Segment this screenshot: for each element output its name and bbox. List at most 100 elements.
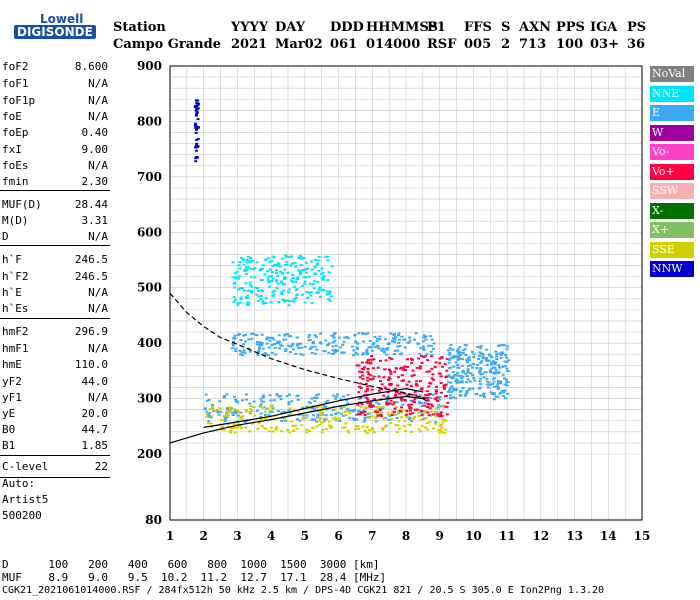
echo-point-1 [262,427,266,430]
echo-point-4 [284,299,288,302]
echo-point-5 [455,381,459,384]
echo-point-4 [304,276,308,279]
echo-point-2 [445,358,449,361]
echo-point-5 [505,381,509,384]
echo-point-2 [420,414,424,417]
echo-point-0 [310,397,314,400]
echo-point-2 [426,402,430,405]
echo-point-1 [330,425,334,428]
x-tick-label: 7 [368,529,376,543]
echo-point-4 [283,268,287,271]
echo-point-5 [478,380,482,383]
echo-point-3 [414,332,418,335]
echo-point-1 [210,414,214,417]
echo-point-5 [450,391,454,394]
echo-point-1 [439,429,443,432]
echo-point-4 [300,256,304,259]
profile-curves [169,292,427,444]
echo-point-4 [246,289,250,292]
echo-point-0 [240,399,244,402]
echo-point-4 [326,255,330,258]
echo-point-3 [248,350,252,353]
echo-point-4 [257,295,261,298]
echo-point-4 [325,290,329,293]
echo-point-1 [232,426,236,429]
echo-point-1 [325,428,329,431]
echo-point-2 [357,385,361,388]
echo-point-1 [267,430,271,433]
echo-point-5 [454,355,458,358]
echo-point-0 [310,418,314,421]
echo-point-4 [282,289,286,292]
echo-point-0 [346,402,350,405]
echo-point-2 [364,382,368,385]
echo-point-3 [408,336,412,339]
echo-point-5 [456,350,460,353]
echo-point-2 [370,358,374,361]
echo-point-1 [347,431,351,434]
echo-point-2 [446,401,450,404]
echo-point-4 [234,276,238,279]
echo-point-4 [300,284,304,287]
header-col-8: AXN [519,20,552,35]
echo-point-4 [234,277,238,280]
echo-point-1 [359,405,363,408]
echo-point-0 [317,393,321,396]
echo-point-3 [236,333,240,336]
echo-point-4 [289,279,293,282]
echo-point-4 [268,275,272,278]
echo-point-2 [408,413,412,416]
echo-point-5 [481,372,485,375]
echo-point-2 [424,355,428,358]
echo-point-1 [292,408,296,411]
echo-point-0 [223,420,227,423]
echo-point-5 [476,357,480,360]
echo-point-4 [321,289,325,292]
echo-point-3 [318,341,322,344]
echo-point-2 [438,362,442,365]
header-col-4: HHMMSS [366,20,438,35]
echo-point-1 [315,406,319,409]
echo-point-0 [322,418,326,421]
echo-point-4 [292,298,296,301]
echo-point-1 [325,417,329,420]
echo-point-6 [196,103,200,106]
echo-point-2 [393,387,397,390]
echo-point-1 [346,429,350,432]
echo-point-4 [251,268,255,271]
echo-point-4 [266,270,270,273]
param-label: B1 [2,439,16,452]
echo-point-0 [217,413,221,416]
profile-curve-0 [169,395,427,444]
echo-point-3 [392,341,396,344]
echo-point-4 [268,285,272,288]
echo-point-1 [367,429,371,432]
echo-point-0 [209,416,213,419]
echo-point-1 [381,428,385,431]
echo-point-4 [330,265,334,268]
echo-point-4 [303,280,307,283]
echo-point-5 [472,356,476,359]
echo-point-4 [256,287,260,290]
echo-point-1 [379,412,383,415]
echo-point-4 [279,265,283,268]
echo-point-3 [231,343,235,346]
echo-point-3 [383,338,387,341]
x-tick-label: 4 [267,529,275,543]
echo-point-5 [461,387,465,390]
echo-point-3 [262,353,266,356]
echo-point-4 [286,291,290,294]
echo-point-1 [396,412,400,415]
echo-point-1 [372,431,376,434]
echo-point-5 [461,358,465,361]
echo-point-4 [259,295,263,298]
echo-point-2 [370,388,374,391]
echo-point-2 [389,370,393,373]
echo-point-3 [300,346,304,349]
echo-point-4 [294,288,298,291]
echo-point-4 [318,295,322,298]
echo-point-1 [232,423,236,426]
param-yf2: yF2 44.0 [2,375,108,391]
echo-point-2 [393,370,397,373]
echo-point-4 [326,279,330,282]
